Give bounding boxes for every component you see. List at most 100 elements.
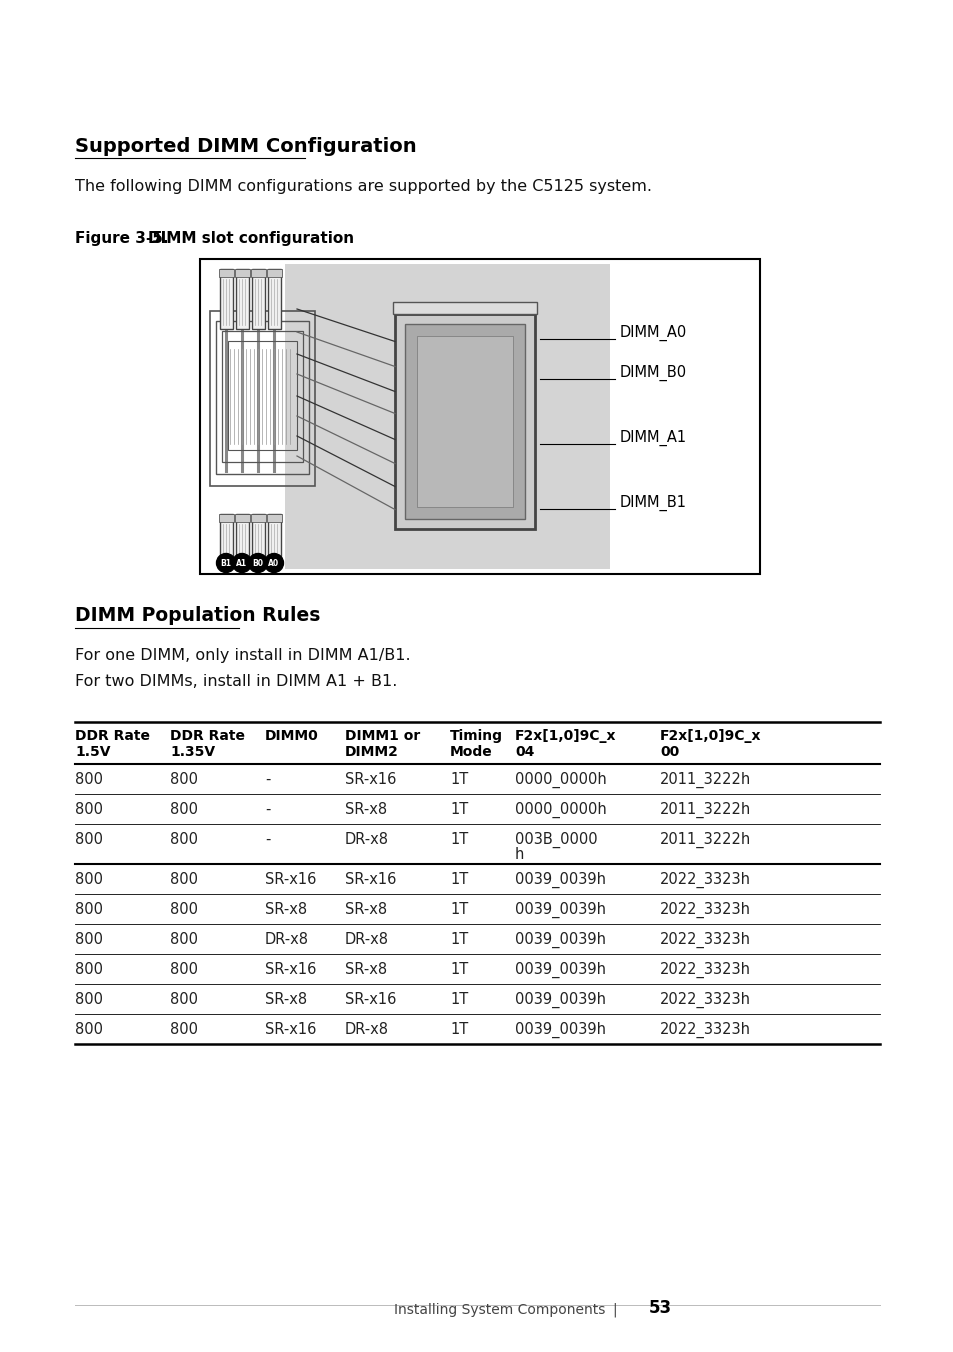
- Text: 2022_3323h: 2022_3323h: [659, 932, 750, 948]
- Text: 1T: 1T: [450, 831, 468, 846]
- Text: Timing: Timing: [450, 729, 502, 744]
- Text: DIMM Population Rules: DIMM Population Rules: [75, 606, 320, 625]
- Text: DIMM1 or: DIMM1 or: [345, 729, 420, 744]
- Text: 800: 800: [170, 963, 198, 977]
- Text: DR-x8: DR-x8: [345, 932, 389, 946]
- Text: 2011_3222h: 2011_3222h: [659, 831, 750, 848]
- Text: SR-x16: SR-x16: [345, 772, 395, 787]
- Text: 2022_3323h: 2022_3323h: [659, 992, 750, 1009]
- Text: h: h: [515, 846, 524, 863]
- Text: 53: 53: [648, 1299, 671, 1317]
- Text: 2022_3323h: 2022_3323h: [659, 872, 750, 888]
- Bar: [251, 514, 266, 522]
- Text: Mode: Mode: [450, 745, 493, 758]
- Text: 800: 800: [170, 902, 198, 917]
- Text: 800: 800: [170, 992, 198, 1007]
- Text: SR-x8: SR-x8: [345, 902, 387, 917]
- Text: DIMM slot configuration: DIMM slot configuration: [148, 231, 354, 246]
- Text: SR-x8: SR-x8: [265, 992, 307, 1007]
- Text: For one DIMM, only install in DIMM A1/B1.: For one DIMM, only install in DIMM A1/B1…: [75, 648, 410, 662]
- Circle shape: [233, 553, 252, 572]
- Text: Supported DIMM Configuration: Supported DIMM Configuration: [75, 137, 416, 155]
- Text: DDR Rate: DDR Rate: [170, 729, 245, 744]
- Text: SR-x16: SR-x16: [265, 1022, 316, 1037]
- Text: DR-x8: DR-x8: [265, 932, 309, 946]
- Text: 0000_0000h: 0000_0000h: [515, 772, 606, 788]
- Circle shape: [216, 553, 235, 572]
- Text: B1: B1: [220, 558, 232, 568]
- Text: -: -: [265, 802, 270, 817]
- Text: DIMM_B1: DIMM_B1: [619, 495, 686, 511]
- Text: 800: 800: [75, 802, 103, 817]
- Text: 0039_0039h: 0039_0039h: [515, 992, 605, 1009]
- Text: DIMM_B0: DIMM_B0: [619, 365, 686, 381]
- Bar: [235, 514, 249, 556]
- Bar: [395, 314, 535, 529]
- Text: SR-x8: SR-x8: [345, 963, 387, 977]
- Bar: [252, 514, 265, 556]
- Text: -: -: [265, 831, 270, 846]
- Bar: [235, 269, 249, 329]
- Bar: [210, 311, 314, 485]
- Bar: [234, 269, 250, 277]
- Text: DIMM_A0: DIMM_A0: [619, 324, 686, 341]
- Text: DR-x8: DR-x8: [345, 1022, 389, 1037]
- Text: 00: 00: [659, 745, 679, 758]
- Circle shape: [264, 553, 283, 572]
- Text: 1T: 1T: [450, 963, 468, 977]
- Text: SR-x16: SR-x16: [345, 872, 395, 887]
- Bar: [219, 514, 233, 522]
- Text: 0039_0039h: 0039_0039h: [515, 902, 605, 918]
- Bar: [267, 269, 282, 277]
- Bar: [251, 269, 266, 277]
- Text: SR-x16: SR-x16: [265, 872, 316, 887]
- Bar: [268, 269, 281, 329]
- Text: DR-x8: DR-x8: [345, 831, 389, 846]
- Text: 1T: 1T: [450, 902, 468, 917]
- Text: 2022_3323h: 2022_3323h: [659, 963, 750, 979]
- Text: 0039_0039h: 0039_0039h: [515, 1022, 605, 1038]
- Bar: [234, 514, 250, 522]
- Text: 800: 800: [75, 932, 103, 946]
- Text: 1T: 1T: [450, 992, 468, 1007]
- Text: 1T: 1T: [450, 772, 468, 787]
- Text: 800: 800: [170, 802, 198, 817]
- Bar: [267, 514, 282, 522]
- Text: 04: 04: [515, 745, 534, 758]
- Text: F2x[1,0]9C_x: F2x[1,0]9C_x: [659, 729, 760, 744]
- Text: 800: 800: [170, 1022, 198, 1037]
- Text: 1T: 1T: [450, 802, 468, 817]
- Bar: [215, 320, 309, 475]
- Bar: [220, 269, 233, 329]
- Text: 1T: 1T: [450, 872, 468, 887]
- Text: A0: A0: [268, 558, 279, 568]
- Bar: [393, 301, 537, 314]
- Text: DIMM2: DIMM2: [345, 745, 398, 758]
- Text: -: -: [265, 772, 270, 787]
- Text: 0039_0039h: 0039_0039h: [515, 932, 605, 948]
- Text: 2022_3323h: 2022_3323h: [659, 902, 750, 918]
- Text: B0: B0: [253, 558, 263, 568]
- Text: SR-x16: SR-x16: [265, 963, 316, 977]
- Text: The following DIMM configurations are supported by the C5125 system.: The following DIMM configurations are su…: [75, 178, 651, 193]
- Bar: [268, 514, 281, 556]
- Text: 1T: 1T: [450, 1022, 468, 1037]
- Text: 1.35V: 1.35V: [170, 745, 214, 758]
- Bar: [252, 269, 265, 329]
- Text: 800: 800: [75, 772, 103, 787]
- Text: SR-x16: SR-x16: [345, 992, 395, 1007]
- Bar: [405, 324, 524, 519]
- Text: 800: 800: [75, 902, 103, 917]
- Text: 0039_0039h: 0039_0039h: [515, 963, 605, 979]
- Text: 800: 800: [75, 831, 103, 846]
- Circle shape: [248, 553, 267, 572]
- Text: Figure 3-5.: Figure 3-5.: [75, 231, 169, 246]
- Text: 0039_0039h: 0039_0039h: [515, 872, 605, 888]
- Bar: [219, 269, 233, 277]
- Text: DIMM_A1: DIMM_A1: [619, 430, 686, 446]
- Text: 800: 800: [75, 963, 103, 977]
- Text: SR-x8: SR-x8: [345, 802, 387, 817]
- Text: 003B_0000: 003B_0000: [515, 831, 597, 848]
- Text: 800: 800: [170, 831, 198, 846]
- Text: 800: 800: [170, 932, 198, 946]
